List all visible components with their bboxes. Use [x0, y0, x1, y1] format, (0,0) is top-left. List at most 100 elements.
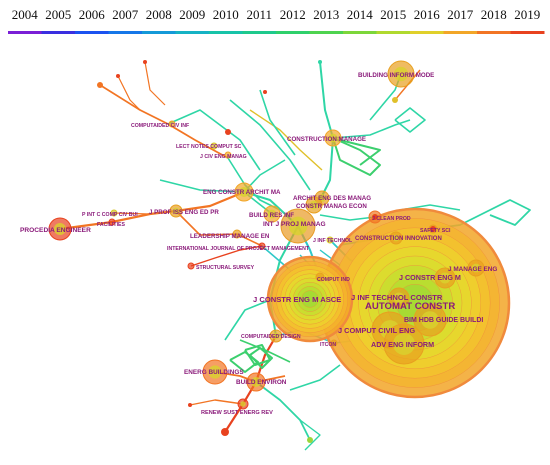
label-structural-survey: STRUCTURAL SURVEY — [196, 265, 255, 271]
node-j-civ-eng-manag[interactable] — [224, 151, 232, 159]
node-constr-manag-econ[interactable] — [305, 196, 323, 214]
year-label-2015: 2015 — [380, 7, 406, 22]
node-ring — [326, 236, 334, 244]
label-itcon: ITCON — [320, 342, 336, 348]
node-core — [328, 133, 338, 143]
node-core — [421, 311, 439, 329]
year-label-2006: 2006 — [79, 7, 106, 22]
node-core — [439, 272, 451, 284]
label-building-inform-mode: BUILDING INFORM MODE — [358, 72, 434, 79]
citation-link — [59, 190, 245, 231]
node-dot — [221, 428, 229, 436]
year-color-band — [142, 31, 176, 34]
node-ring — [187, 262, 195, 270]
network-labels: BUILDING INFORM MODE COMPUTAIDED CIV INF L… — [20, 72, 497, 416]
node-p-int-c-comp-civ-bui[interactable] — [110, 209, 118, 217]
citation-link — [224, 299, 271, 341]
node-ring — [108, 218, 116, 226]
node-core — [392, 234, 400, 242]
node-dot — [188, 403, 192, 407]
citation-link — [255, 381, 311, 441]
label-j-prof-iss-eng-ed-pr: J PROF ISS ENG ED PR — [149, 209, 219, 216]
node-dot — [318, 60, 322, 64]
year-color-band — [108, 31, 143, 34]
node-ring — [301, 290, 319, 308]
citation-link — [144, 61, 166, 106]
label-leadership-manage-en: LEADERSHIP MANAGE EN — [190, 233, 270, 240]
node-energ-buildings[interactable] — [202, 359, 228, 385]
node-computaided-civ-inf[interactable] — [168, 120, 176, 128]
label-adv-eng-inform: ADV ENG INFORM — [371, 340, 434, 349]
year-color-band — [510, 31, 545, 34]
node-bim-hdb-guide-buildi[interactable] — [413, 303, 447, 337]
year-color-band — [343, 31, 377, 34]
node-procedia-engineer[interactable] — [48, 217, 72, 241]
citation-link — [289, 364, 341, 391]
node-leadership-manage-en[interactable] — [232, 229, 242, 239]
label-j-constr-eng-m: J CONSTR ENG M — [399, 273, 461, 282]
node-lect-notes-comput-sc[interactable] — [210, 142, 218, 150]
node-international-journal-of-project-management[interactable] — [258, 242, 266, 250]
label-computaided-design: COMPUTAIDED DESIGN — [241, 334, 301, 340]
node-ring — [330, 339, 338, 347]
label-computaided-civ-inf: COMPUTAIDED CIV INF — [131, 123, 189, 129]
node-core — [272, 332, 280, 340]
node-j-inf-technol[interactable] — [326, 236, 334, 244]
year-color-band — [477, 31, 511, 34]
year-label-2008: 2008 — [146, 7, 172, 22]
node-renew-sust-energ-rev[interactable] — [237, 398, 249, 410]
node-dot — [97, 82, 103, 88]
node-j-prof-iss-eng-ed-pr[interactable] — [169, 204, 183, 218]
node-ring — [210, 142, 218, 150]
label-j-comput-civil-eng: J COMPUT CIVIL ENG — [338, 326, 415, 335]
node-construction-manage[interactable] — [324, 129, 342, 147]
node-ring — [315, 272, 325, 282]
node-j-inf-technol-constr[interactable] — [388, 287, 410, 309]
citation-link — [332, 119, 411, 139]
node-building-inform-mode[interactable] — [387, 60, 415, 88]
node-dot — [307, 437, 313, 443]
year-label-2017: 2017 — [447, 7, 474, 22]
citation-link — [117, 75, 141, 111]
citation-link — [259, 89, 296, 156]
year-color-band — [175, 31, 210, 34]
year-color-band — [376, 31, 411, 34]
node-computaided-design[interactable] — [269, 329, 283, 343]
node-core — [240, 401, 246, 407]
node-core — [53, 222, 67, 236]
label-lect-notes-comput-sc: LECT NOTES COMPUT SC — [176, 144, 242, 150]
year-label-2010: 2010 — [213, 7, 239, 22]
node-construction-innovation[interactable] — [389, 231, 403, 245]
node-comput-ind[interactable] — [315, 272, 325, 282]
node-j-manage-eng[interactable] — [467, 259, 485, 277]
node-int-j-proj-manag[interactable] — [280, 208, 316, 244]
node-build-res-inf[interactable] — [263, 205, 281, 223]
node-adv-eng-inform[interactable] — [383, 323, 425, 365]
node-j-constr-eng-m-asce[interactable] — [266, 255, 354, 343]
year-color-band — [309, 31, 344, 34]
year-label-2014: 2014 — [347, 7, 374, 22]
node-core — [471, 263, 481, 273]
node-core — [239, 187, 249, 197]
node-build-environ[interactable] — [246, 372, 266, 392]
node-structural-survey[interactable] — [187, 262, 195, 270]
label-energ-buildings: ENERG BUILDINGS — [184, 369, 244, 376]
label-facilities: FACILITIES — [97, 222, 125, 228]
label-p-int-c-comp-civ-bui: P INT C COMP CIV BUI — [82, 212, 138, 218]
year-color-band — [443, 31, 478, 34]
node-itcon[interactable] — [330, 339, 338, 347]
node-facilities[interactable] — [108, 218, 116, 226]
label-construction-manage: CONSTRUCTION MANAGE — [287, 136, 366, 143]
node-j-constr-eng-m[interactable] — [434, 267, 456, 289]
year-label-2018: 2018 — [481, 7, 507, 22]
year-color-band — [75, 31, 109, 34]
node-eng-constr-archit-ma[interactable] — [234, 182, 254, 202]
label-bim-hdb-guide-buildi: BIM HDB GUIDE BUILDI — [404, 317, 483, 324]
label-j-constr-eng-m-asce: J CONSTR ENG M ASCE — [253, 295, 341, 304]
node-ring — [224, 151, 232, 159]
node-dot — [225, 129, 231, 135]
year-label-2004: 2004 — [12, 7, 39, 22]
citation-link — [229, 99, 311, 191]
year-label-2011: 2011 — [246, 7, 272, 22]
